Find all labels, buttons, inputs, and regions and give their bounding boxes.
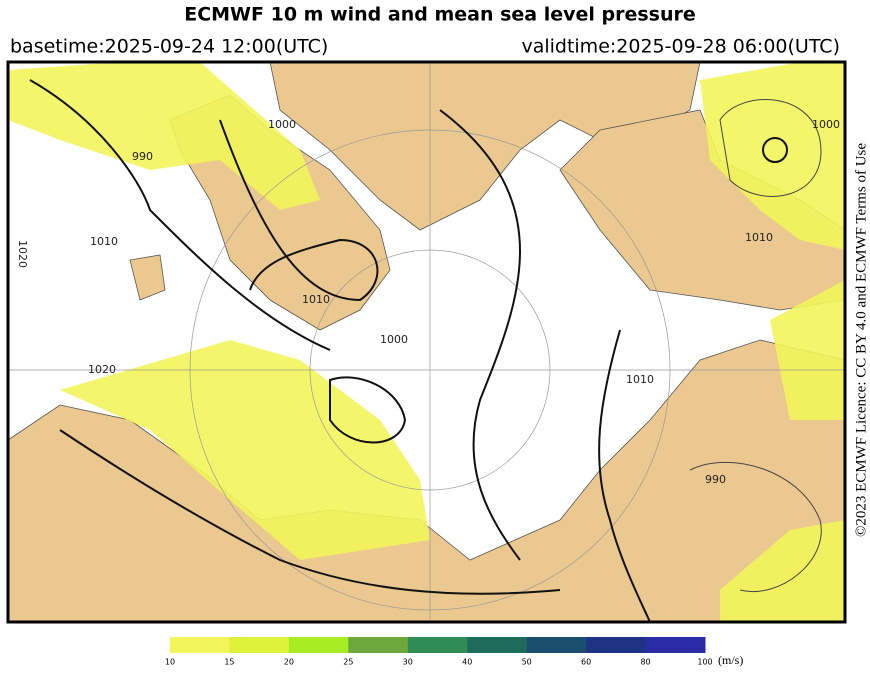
isobar-label: 1010 (90, 235, 118, 248)
basetime: basetime:2025-09-24 12:00(UTC) (10, 36, 328, 58)
colorbar-label: 25 (343, 658, 353, 667)
isobar (439, 109, 521, 561)
colorbar: 10 15 20 25 30 40 50 60 80 100 (m/s) (165, 637, 743, 667)
isobar-label: 1020 (16, 240, 29, 268)
colorbar-segment (407, 637, 468, 653)
colorbar-segment (526, 637, 587, 653)
isobar-label: 990 (705, 473, 726, 486)
colorbar-segment (170, 637, 230, 653)
isobar (329, 376, 407, 444)
colorbar-label: 30 (403, 658, 413, 667)
title: ECMWF 10 m wind and mean sea level press… (184, 4, 696, 26)
colorbar-label: 100 (697, 658, 712, 667)
isobar (689, 461, 822, 592)
isobar (59, 429, 561, 595)
wind-area (720, 520, 845, 622)
colorbar-segment (586, 637, 647, 653)
validtime: validtime:2025-09-28 06:00(UTC) (521, 36, 840, 58)
colorbar-label: 10 (165, 658, 175, 667)
map-frame (6, 60, 847, 624)
wind-area (770, 280, 845, 420)
colorbar-label: 60 (581, 658, 591, 667)
isobar (29, 79, 331, 351)
colorbar-segment (348, 637, 409, 653)
isobar (219, 119, 379, 302)
isobar-label: 1010 (302, 293, 330, 306)
isobar-label: 1000 (812, 118, 840, 131)
wind-area (700, 62, 845, 250)
colorbar-label: 20 (284, 658, 294, 667)
wind-area (60, 340, 430, 560)
isobar-label: 1010 (745, 231, 773, 244)
map: 990 1000 1010 1010 1010 1020 1020 1000 1… (6, 60, 847, 624)
colorbar-label: 15 (224, 658, 234, 667)
isobar (762, 137, 788, 163)
isobar-label: 1000 (268, 118, 296, 131)
license: ©2023 ECMWF Licence: CC BY 4.0 and ECMWF… (853, 143, 869, 537)
land (129, 254, 166, 301)
isobar-label: 1020 (88, 363, 116, 376)
colorbar-label: 50 (522, 658, 532, 667)
isobar (719, 99, 822, 197)
colorbar-unit: (m/s) (718, 653, 743, 667)
isobar-label: 1010 (626, 373, 654, 386)
colorbar-label: 40 (462, 658, 472, 667)
isobar-label: 990 (132, 150, 153, 163)
colorbar-label: 80 (640, 658, 650, 667)
wind-area (8, 62, 320, 210)
isobar-label: 1000 (380, 333, 408, 346)
colorbar-segment (467, 637, 528, 653)
isobar (598, 329, 651, 623)
colorbar-segment (288, 637, 349, 653)
colorbar-segment (229, 637, 290, 653)
colorbar-segment (645, 637, 706, 653)
